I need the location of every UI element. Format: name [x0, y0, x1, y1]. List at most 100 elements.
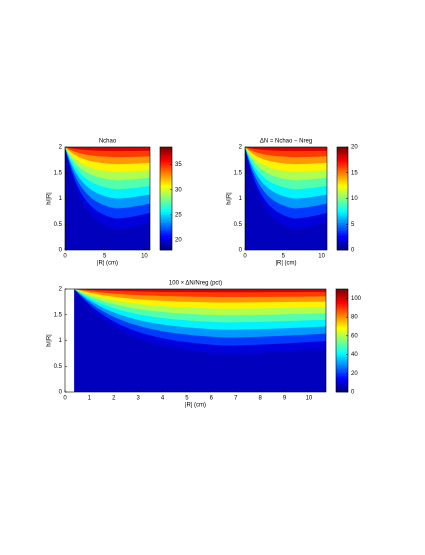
- colorbar-cell: [337, 240, 348, 243]
- colorbar-cell: [160, 195, 172, 198]
- colorbar-cell: [336, 372, 348, 375]
- colorbar-cell: [337, 166, 348, 169]
- colorbar-cell: [337, 248, 348, 251]
- colorbar-tick-label: 10: [351, 196, 358, 202]
- colorbar-cell: [336, 316, 348, 319]
- colorbar-cell: [336, 290, 348, 293]
- colorbar-cell: [336, 388, 348, 391]
- colorbar-cell: [336, 305, 348, 308]
- colorbar-cell: [336, 385, 348, 388]
- colorbar-cell: [160, 163, 172, 166]
- colorbar-cell: [337, 201, 348, 204]
- colorbar-cell: [337, 187, 348, 190]
- colorbar-cell: [337, 232, 348, 235]
- colorbar-cell: [160, 224, 172, 227]
- colorbar-cell: [160, 172, 172, 175]
- colorbar-cell: [337, 182, 348, 185]
- colorbar-cell: [336, 380, 348, 383]
- colorbar-tick-label: 35: [175, 162, 182, 168]
- colorbar-cell: [160, 158, 172, 161]
- colorbar-cell: [160, 237, 172, 240]
- colorbar-tick-label: 0: [351, 390, 355, 396]
- colorbar-cell: [337, 172, 348, 175]
- colorbar-cell: [336, 306, 348, 309]
- colorbar-cell: [337, 195, 348, 198]
- colorbar-cell: [337, 185, 348, 188]
- x-tick-label: 0: [63, 254, 67, 260]
- colorbar-cell: [336, 387, 348, 390]
- colorbar-cell: [337, 225, 348, 228]
- x-tick-label: 2: [112, 396, 116, 402]
- colorbar-cell: [336, 363, 348, 365]
- colorbar-cell: [160, 229, 172, 231]
- colorbar-cell: [160, 222, 172, 225]
- colorbar-cell: [336, 297, 348, 299]
- colorbar-cell: [337, 190, 348, 193]
- colorbar-cell: [336, 319, 348, 322]
- x-axis-label: |R| (cm): [275, 261, 296, 267]
- colorbar-cell: [160, 192, 172, 194]
- colorbar-cell: [160, 211, 172, 214]
- colorbar-cell: [336, 295, 348, 298]
- x-tick-label: 3: [137, 396, 141, 402]
- colorbar-cell: [160, 164, 172, 167]
- colorbar-cell: [337, 241, 348, 244]
- colorbar-cell: [336, 298, 348, 301]
- colorbar-cell: [336, 374, 348, 377]
- colorbar-tick-label: 80: [351, 315, 358, 321]
- y-tick-label: 0: [59, 390, 63, 396]
- contour-field: [74, 289, 326, 392]
- colorbar-cell: [337, 193, 348, 196]
- colorbar-cell: [160, 200, 172, 203]
- colorbar-cell: [336, 377, 348, 380]
- colorbar-cell: [336, 367, 348, 370]
- colorbar-cell: [337, 221, 348, 223]
- colorbar-tick-label: 0: [351, 248, 355, 254]
- colorbar-cell: [336, 361, 348, 364]
- colorbar-cell: [160, 179, 172, 182]
- colorbar-cell: [160, 216, 172, 219]
- colorbar-cell: [337, 151, 348, 154]
- colorbar-cell: [160, 201, 172, 204]
- x-tick-label: 10: [306, 396, 313, 402]
- colorbar-cell: [160, 241, 172, 244]
- colorbar-cell: [336, 390, 348, 393]
- colorbar-cell: [336, 311, 348, 314]
- colorbar-cell: [160, 150, 172, 153]
- chart-title: Nchao: [99, 139, 117, 145]
- colorbar-cell: [337, 212, 348, 215]
- colorbar-cell: [160, 219, 172, 222]
- colorbar-cell: [160, 180, 172, 183]
- colorbar-cell: [336, 293, 348, 296]
- x-axis-label: |R| (cm): [97, 261, 118, 267]
- colorbar-cell: [160, 193, 172, 196]
- x-tick-label: 6: [210, 396, 214, 402]
- x-tick-label: 9: [283, 396, 287, 402]
- y-axis-label: h/|R|: [47, 334, 53, 347]
- x-tick-label: 0: [63, 396, 67, 402]
- colorbar: [336, 289, 348, 393]
- colorbar-cell: [336, 342, 348, 345]
- chart-title: 100 × ΔN/Nreg (pct): [169, 281, 222, 287]
- colorbar-cell: [160, 203, 172, 206]
- colorbar-cell: [337, 174, 348, 177]
- colorbar-cell: [160, 159, 172, 162]
- colorbar-cell: [160, 208, 172, 211]
- colorbar-cell: [336, 292, 348, 295]
- colorbar-cell: [160, 190, 172, 193]
- colorbar-cell: [336, 382, 348, 385]
- x-tick-label: 8: [258, 396, 262, 402]
- contour-band: [245, 147, 327, 152]
- colorbar-cell: [336, 383, 348, 386]
- colorbar-cell: [337, 217, 348, 220]
- colorbar-cell: [160, 225, 172, 228]
- x-tick-label: 5: [103, 254, 107, 260]
- colorbar-cell: [337, 167, 348, 170]
- colorbar-cell: [337, 150, 348, 153]
- colorbar-cell: [337, 237, 348, 240]
- colorbar-cell: [337, 227, 348, 230]
- colorbar-cell: [337, 233, 348, 236]
- colorbar-cell: [337, 156, 348, 159]
- colorbar-cell: [160, 204, 172, 207]
- colorbar-cell: [337, 163, 348, 166]
